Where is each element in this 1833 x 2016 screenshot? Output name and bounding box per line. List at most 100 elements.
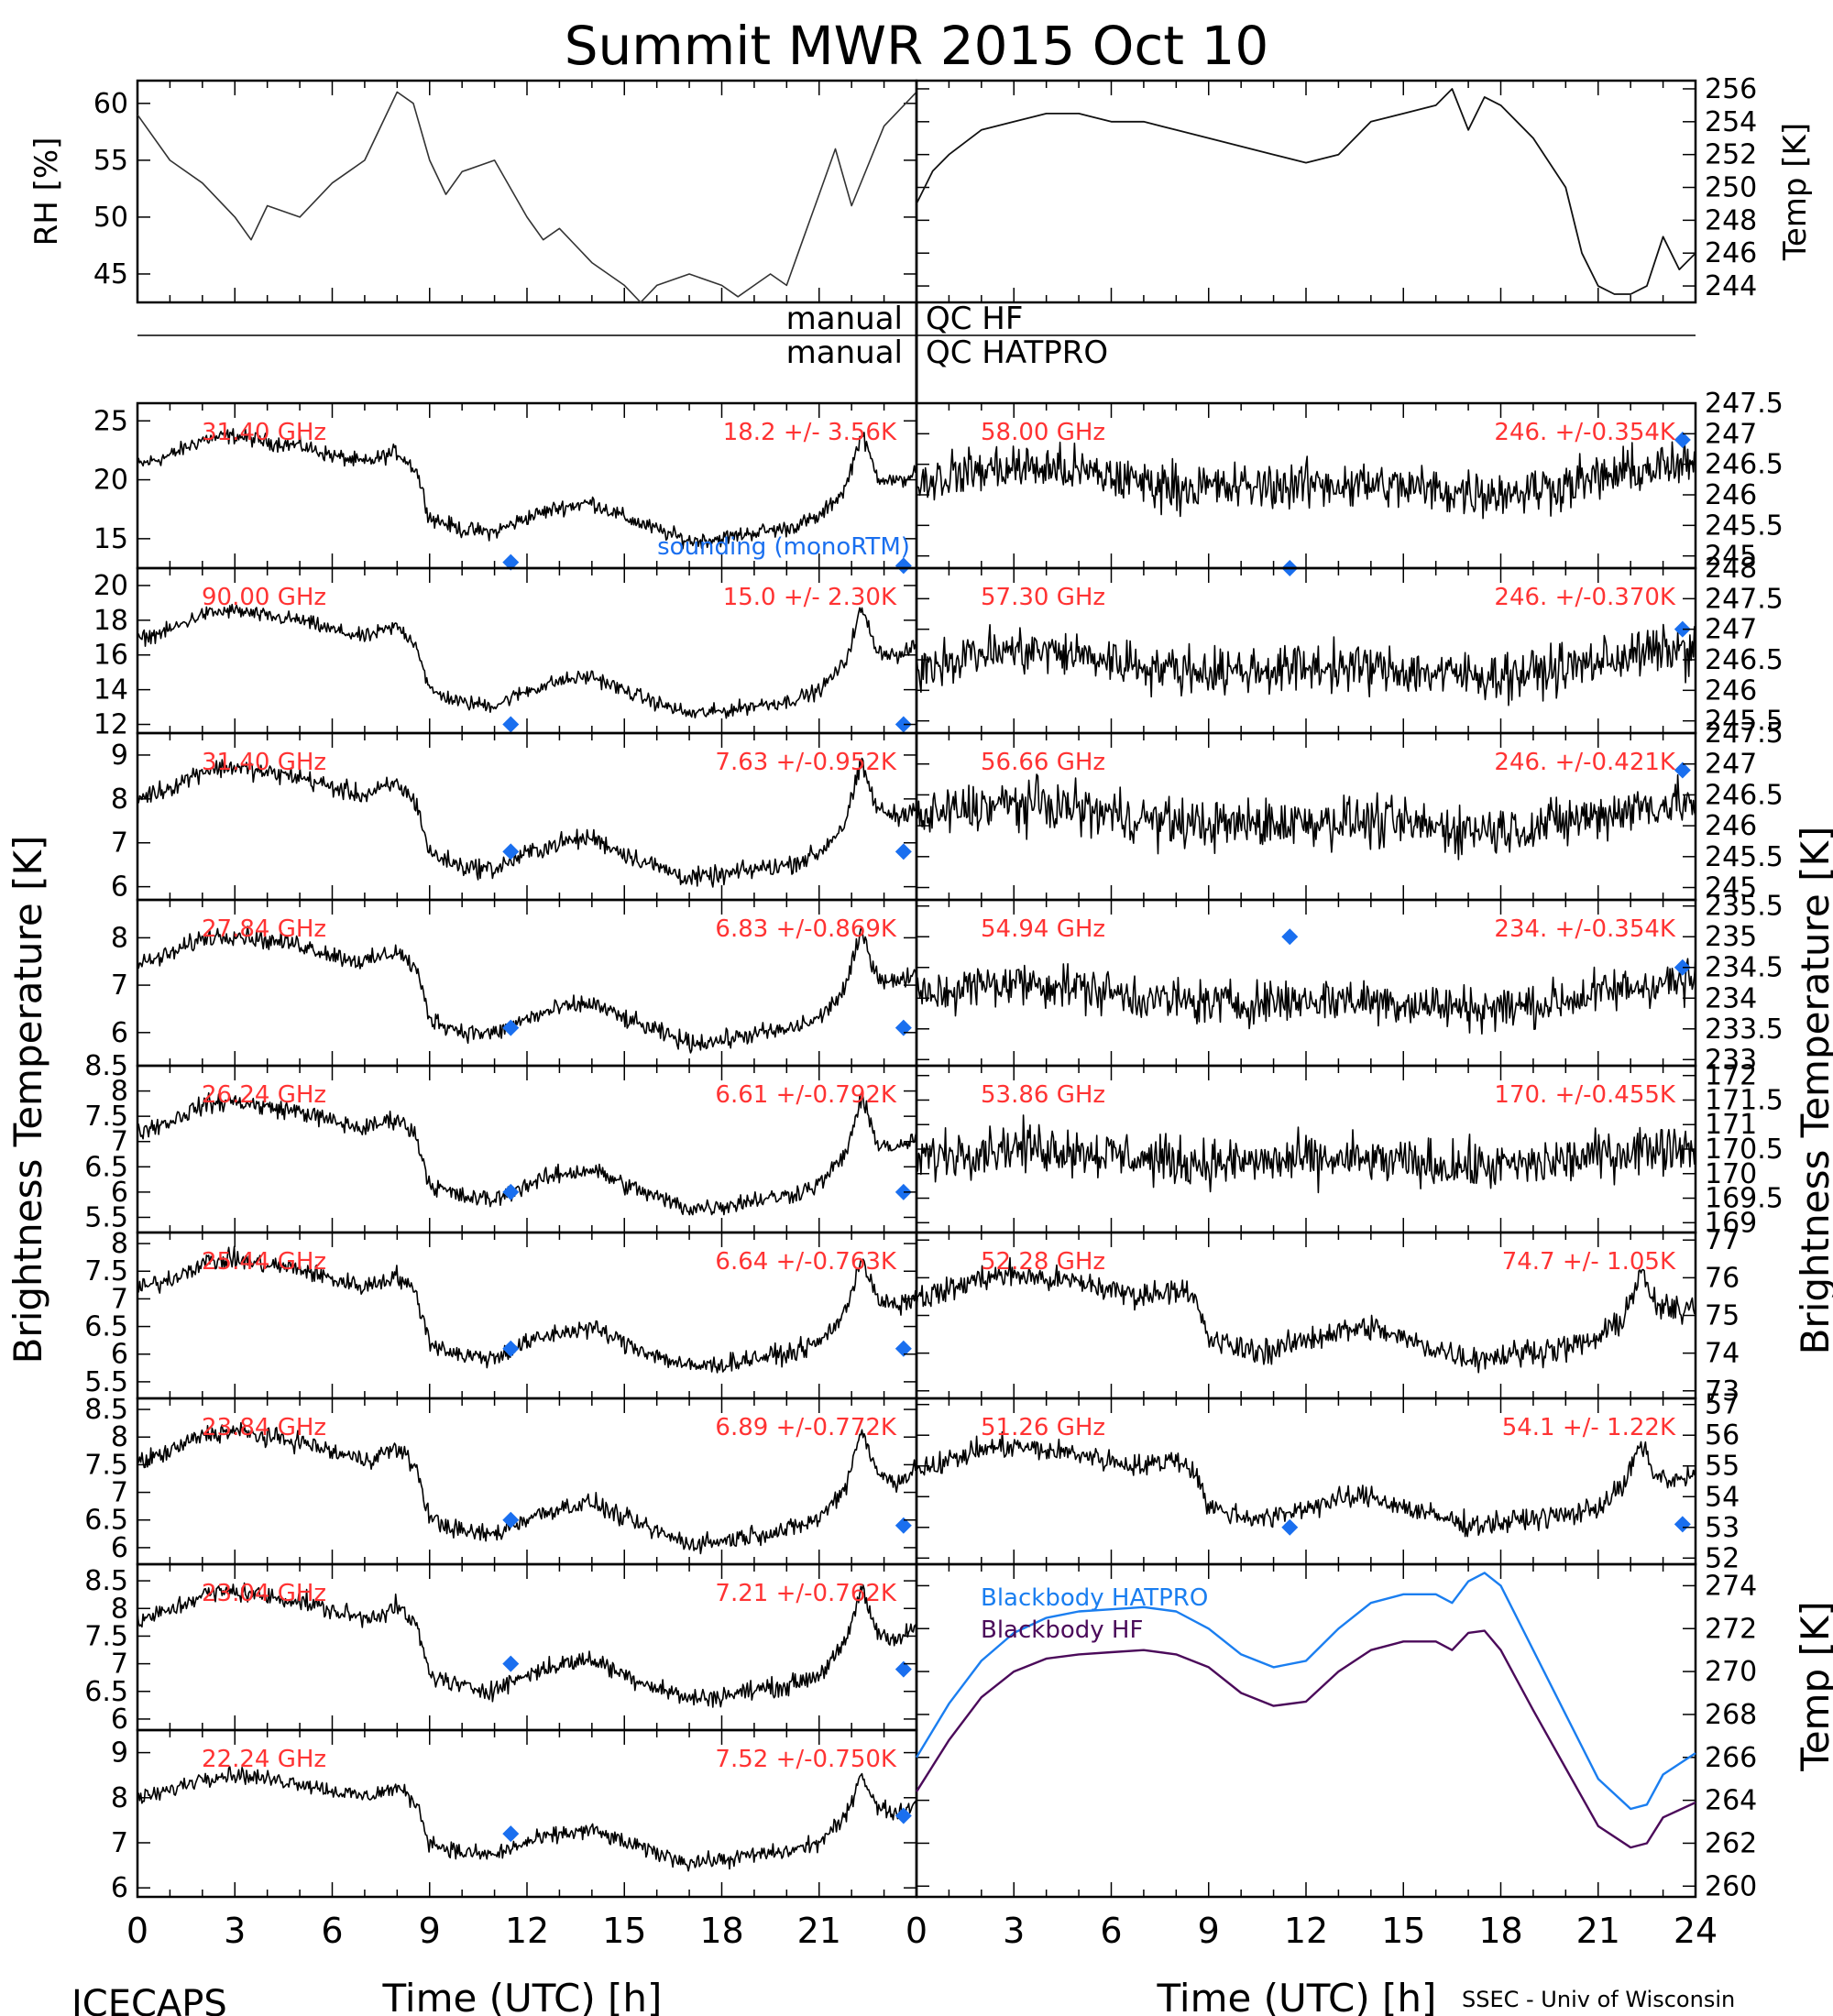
panel-hp-51260-ytick-label: 54	[1705, 1481, 1740, 1513]
panel-hf-27840-ytick-label: 8	[111, 922, 128, 954]
panel-hf-23040-ytick-label: 8	[111, 1593, 128, 1625]
panel-hp-53860-ytick-label: 170	[1705, 1158, 1757, 1190]
chart-title: Summit MWR 2015 Oct 10	[565, 15, 1269, 77]
panel-hf-90000-ytick-label: 12	[93, 709, 128, 741]
x-tick-label-right: 12	[1284, 1911, 1328, 1951]
panel-hp-54940-sounding-point	[1674, 959, 1691, 976]
panel-hf-26240-ytick-label: 8	[111, 1076, 128, 1108]
panel-hf-31400b-ytick-label: 8	[111, 783, 128, 816]
x-tick-label-right: 24	[1674, 1911, 1718, 1951]
panel-hp-58000-ytick-label: 245.5	[1705, 509, 1784, 542]
panel-hf-25440-ytick-label: 6.5	[84, 1311, 128, 1343]
x-tick-label-right: 6	[1100, 1911, 1122, 1951]
panel-hf-25440-freq-label: 25.44 GHz	[202, 1248, 326, 1276]
panel-hf-25440-ytick-label: 5.5	[84, 1366, 128, 1398]
panel-hp-51260-sounding-point	[1281, 1518, 1299, 1536]
rh-panel-ytick-label: 60	[93, 88, 128, 120]
panel-hp-51260-ytick-label: 53	[1705, 1512, 1740, 1544]
panel-hp-58000-ytick-label: 247	[1705, 418, 1757, 450]
x-tick-label-left: 15	[602, 1911, 646, 1951]
x-tick-label-right: 21	[1576, 1911, 1620, 1951]
temp-panel-ytick-label: 252	[1705, 139, 1757, 171]
panel-hf-26240-ytick-label: 7	[111, 1126, 128, 1158]
panel-hp-56660-ytick-label: 247	[1705, 749, 1757, 781]
panel-hp-57300-series	[916, 623, 1696, 707]
panel-hp-51260-freq-label: 51.26 GHz	[981, 1414, 1105, 1441]
blackbody-panel-ytick-label: 262	[1705, 1827, 1757, 1859]
blackbody-hatpro-legend: Blackbody HATPRO	[981, 1584, 1208, 1612]
panel-hf-25440-ytick-label: 7.5	[84, 1255, 128, 1287]
panel-hf-23840-series	[137, 1421, 917, 1555]
panel-hf-90000-series	[137, 603, 917, 719]
panel-hp-52280-ytick-label: 75	[1705, 1300, 1740, 1332]
panel-hp-53860-ytick-label: 169.5	[1705, 1183, 1784, 1215]
panel-hp-54940-ytick-label: 233	[1705, 1044, 1757, 1076]
panel-hp-53860-series	[916, 1114, 1696, 1194]
panel-hf-22240-ytick-label: 9	[111, 1737, 128, 1769]
panel-hf-90000-ytick-label: 14	[93, 674, 128, 707]
panel-hp-52280-ytick-label: 77	[1705, 1224, 1740, 1256]
x-tick-label-right: 3	[1003, 1911, 1025, 1951]
panel-hf-23040-stat-label: 7.21 +/-0.762K	[715, 1580, 897, 1607]
panel-hf-25440-sounding-point	[895, 1340, 912, 1357]
panel-hf-27840-ytick-label: 7	[111, 970, 128, 1002]
panel-hp-58000-ytick-label: 245	[1705, 541, 1757, 573]
panel-hf-31400b-stat-label: 7.63 +/-0.952K	[715, 749, 897, 776]
blackbody-panel-series-0	[915, 1572, 1696, 1811]
panel-hf-31400b-ytick-label: 7	[111, 827, 128, 860]
panel-hp-57300-ytick-label: 248	[1705, 553, 1757, 585]
panel-hf-22240-ytick-label: 7	[111, 1827, 128, 1859]
panel-hp-56660-stat-label: 246. +/-0.421K	[1494, 749, 1676, 776]
x-tick-label-left: 18	[699, 1911, 743, 1951]
qc-row2-left: manual	[786, 334, 903, 371]
blackbody-panel-ytick-label: 274	[1705, 1570, 1757, 1602]
temp-panel-frame	[915, 79, 1697, 304]
panel-hp-51260-ytick-label: 52	[1705, 1542, 1740, 1574]
panel-hp-51260-sounding-point	[1674, 1516, 1691, 1533]
panel-hf-31400-sounding-label: sounding (monoRTM)	[657, 533, 910, 561]
temp-panel-ytick-label: 246	[1705, 237, 1757, 269]
panel-hp-56660-ytick-label: 247.5	[1705, 718, 1784, 750]
panel-hf-27840-freq-label: 27.84 GHz	[202, 915, 326, 943]
panel-hp-57300-sounding-point	[1674, 620, 1691, 638]
blackbody-panel-ytick-label: 266	[1705, 1742, 1757, 1774]
panel-hp-54940-ytick-label: 233.5	[1705, 1013, 1784, 1046]
panel-hp-51260-ytick-label: 56	[1705, 1419, 1740, 1452]
panel-hp-54940-ytick-label: 235.5	[1705, 891, 1784, 923]
panel-hf-31400-sounding-point	[502, 553, 520, 571]
rh-panel-ytick-label: 45	[93, 258, 128, 290]
panel-hf-90000-freq-label: 90.00 GHz	[202, 584, 326, 611]
panel-hp-56660-ytick-label: 245.5	[1705, 841, 1784, 873]
panel-hf-23840-sounding-point	[502, 1511, 520, 1528]
blackbody-panel-ytick-label: 272	[1705, 1613, 1757, 1645]
panel-hf-22240-sounding-point	[895, 1807, 912, 1824]
x-tick-label-left: 9	[419, 1911, 441, 1951]
panel-hf-26240-ytick-label: 8.5	[84, 1050, 128, 1082]
panel-hf-22240-ytick-label: 8	[111, 1782, 128, 1814]
panel-hf-22240-ytick-label: 6	[111, 1872, 128, 1904]
panel-hp-58000-ytick-label: 246	[1705, 479, 1757, 511]
panel-hp-53860-freq-label: 53.86 GHz	[981, 1081, 1105, 1109]
rh-panel-series-0	[137, 91, 917, 303]
panel-hp-56660-series	[916, 773, 1696, 860]
rh-panel-ytick-label: 50	[93, 202, 128, 234]
panel-hp-54940-stat-label: 234. +/-0.354K	[1494, 915, 1676, 943]
panel-hf-23040-freq-label: 23.04 GHz	[202, 1580, 326, 1607]
panel-hp-53860-ytick-label: 172	[1705, 1060, 1757, 1092]
panel-hf-26240-series	[137, 1091, 917, 1216]
panel-hf-23040-sounding-point	[502, 1655, 520, 1672]
panel-hp-52280-ytick-label: 73	[1705, 1375, 1740, 1408]
x-tick-label-left: 12	[505, 1911, 549, 1951]
panel-hf-90000-ytick-label: 16	[93, 640, 128, 672]
panel-hp-53860-ytick-label: 170.5	[1705, 1134, 1784, 1166]
x-tick-label-right: 15	[1381, 1911, 1425, 1951]
x-axis-label-left: Time (UTC) [h]	[382, 1976, 663, 2016]
panel-hf-31400-ytick-label: 15	[93, 523, 128, 555]
bottom-right-axis-title: Temp [K]	[1793, 1601, 1833, 1772]
temp-panel-ytick-label: 248	[1705, 204, 1757, 236]
blackbody-panel-ytick-label: 270	[1705, 1656, 1757, 1688]
panel-hp-54940-ytick-label: 234	[1705, 982, 1757, 1014]
rh-ylabel: RH [%]	[28, 137, 65, 247]
